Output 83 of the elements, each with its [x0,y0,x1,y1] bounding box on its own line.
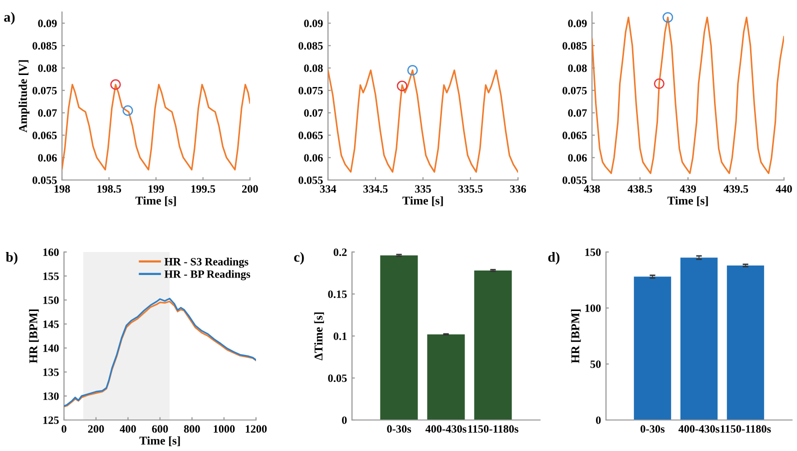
text: c) [294,252,304,265]
x-tick-label: 198.5 [97,185,122,193]
x-tick-label: 800 [184,425,200,433]
legend-label: HR - S3 Readings [164,258,248,268]
x-tick-label: 199 [148,185,164,193]
x-tick-label: 0 [62,425,66,433]
x-tick-label: 439 [680,185,696,193]
y-tick-label: 125 [43,416,59,424]
y-tick-label: 155 [43,272,59,280]
x-tick-label: 1200 [246,425,267,433]
y-tick-label: 0.075 [32,86,57,94]
y-tick-label: 0.085 [298,42,323,50]
y-tick-label: 0.2 [334,248,347,256]
y-tick-label: 0.08 [568,64,587,72]
x-tick-label: 438.5 [628,185,652,193]
x-tick-label: 198 [54,185,70,193]
y-tick-label: 0.07 [568,109,587,117]
y-tick-label: 140 [43,344,59,352]
y-tick-label: 150 [585,248,601,256]
y-tick-label: 0.05 [328,374,347,382]
y-axis-title: HR [BPM] [28,310,39,364]
y-tick-label: 50 [590,360,601,368]
x-tick-label: 400-430s [678,425,720,433]
y-tick-label: 0.075 [562,86,587,94]
y-tick-label: 135 [43,368,59,376]
y-tick-label: 0.09 [38,20,57,28]
x-tick-label: 336 [510,185,526,193]
x-tick-label: 1150-1180s [720,425,771,433]
x-tick-label: 1150-1180s [468,425,518,433]
y-tick-label: 0.15 [328,290,347,298]
text: b) [6,252,18,265]
x-tick-label: 200 [88,425,104,433]
text: a) [4,12,15,25]
y-tick-label: 0.065 [32,132,57,140]
x-axis-title: Time [s] [139,436,180,446]
x-tick-label: 335 [415,185,431,193]
y-tick-label: 0.06 [38,154,57,162]
x-tick-label: 334.5 [363,185,388,193]
y-tick-label: 0 [596,416,601,424]
y-tick-label: 0 [342,416,347,424]
y-axis-title: ΔTime [s] [314,312,324,360]
legend-label: HR - BP Readings [164,270,250,280]
y-tick-label: 0.055 [298,176,323,184]
x-tick-label: 199.5 [191,185,216,193]
x-tick-label: 400 [120,425,136,433]
y-tick-label: 0.055 [562,176,587,184]
x-tick-label: 440 [776,185,792,193]
x-tick-label: 1000 [214,425,235,433]
y-tick-label: 130 [43,392,59,400]
y-tick-label: 145 [43,320,59,328]
x-tick-label: 0-30s [387,425,412,433]
x-tick-label: 335.5 [458,185,483,193]
y-tick-label: 0.1 [334,332,347,340]
y-tick-label: 0.065 [562,132,587,140]
y-axis-title: Amplitude [V] [18,60,30,132]
y-tick-label: 0.07 [304,109,323,117]
x-axis-title: Time [s] [667,196,708,206]
x-tick-label: 438 [584,185,600,193]
y-tick-label: 0.06 [568,154,587,162]
x-tick-label: 334 [320,185,336,193]
x-tick-label: 439.5 [724,185,748,193]
y-tick-label: 160 [43,248,59,256]
y-tick-label: 0.09 [304,20,323,28]
y-tick-label: 0.09 [568,20,587,28]
y-tick-label: 0.075 [298,86,323,94]
y-tick-label: 0.08 [38,64,57,72]
y-tick-label: 150 [43,296,59,304]
y-tick-label: 0.08 [304,64,323,72]
x-axis-title: Time [s] [135,196,176,206]
x-tick-label: 0-30s [640,425,665,433]
y-tick-label: 0.085 [32,42,57,50]
text: d) [548,252,560,265]
x-tick-label: 400-430s [425,425,466,433]
x-tick-label: 200 [242,185,258,193]
y-tick-label: 0.065 [298,132,323,140]
y-tick-label: 0.06 [304,154,323,162]
x-tick-label: 600 [152,425,168,433]
y-tick-label: 0.07 [38,109,57,117]
y-tick-label: 100 [585,304,601,312]
y-tick-label: 0.085 [562,42,587,50]
y-tick-label: 0.055 [32,176,57,184]
y-axis-title: HR [BPM] [570,310,581,364]
x-axis-title: Time [s] [402,196,443,206]
